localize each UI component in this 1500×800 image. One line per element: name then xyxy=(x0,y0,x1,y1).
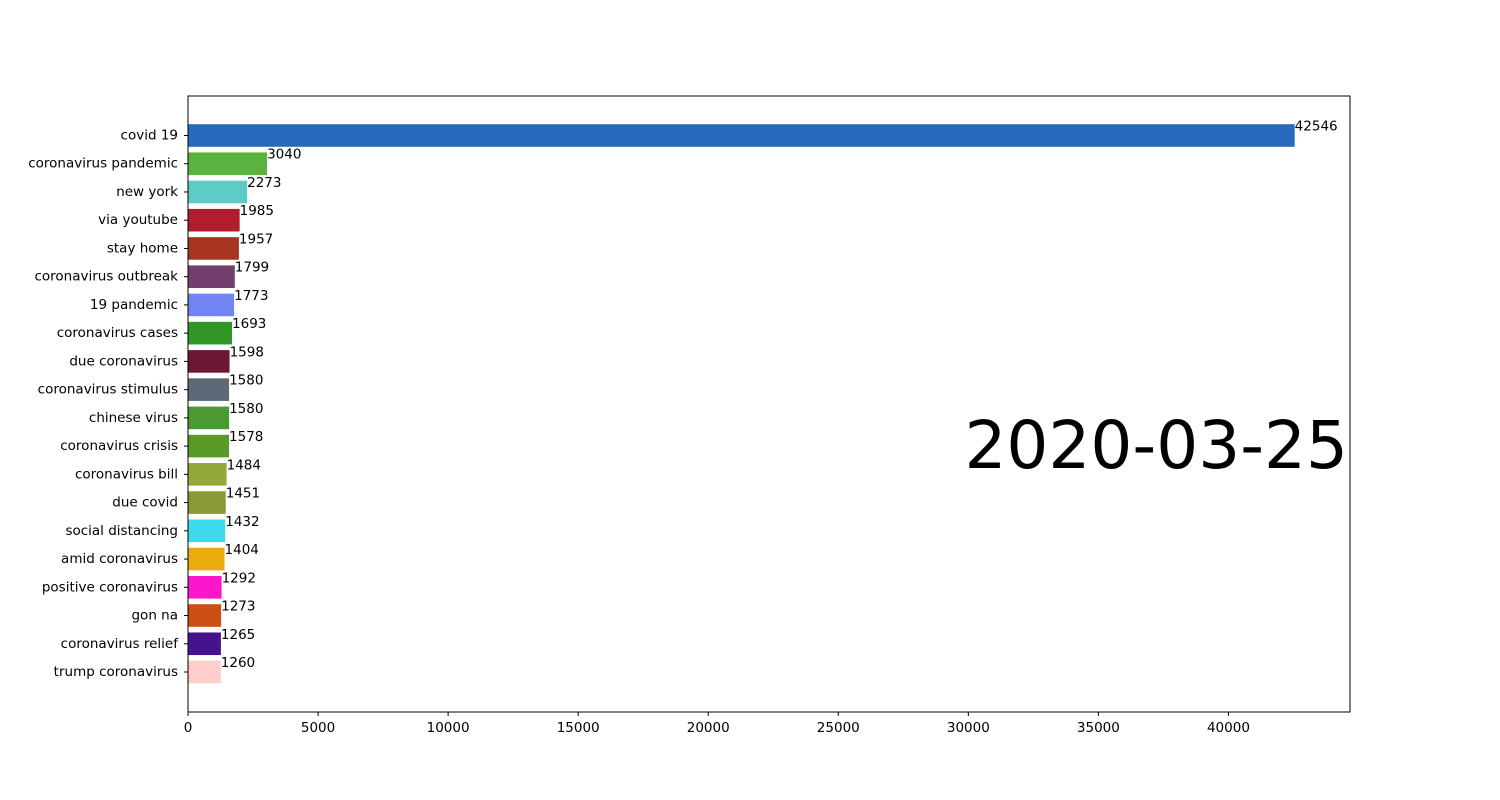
value-label: 42546 xyxy=(1295,119,1338,135)
bars-layer xyxy=(188,124,1295,684)
value-label: 1985 xyxy=(240,203,274,219)
bar xyxy=(188,406,230,430)
value-label: 1292 xyxy=(222,570,256,586)
bar xyxy=(188,208,240,232)
bar xyxy=(188,124,1295,147)
value-label: 1451 xyxy=(226,486,260,502)
value-label: 1265 xyxy=(221,627,255,643)
value-label: 3040 xyxy=(267,147,301,163)
value-label: 1484 xyxy=(227,457,261,473)
bar xyxy=(188,519,226,543)
bar xyxy=(188,237,239,260)
bar xyxy=(188,180,248,204)
bar xyxy=(188,265,235,288)
bar xyxy=(188,660,221,684)
category-label: coronavirus pandemic xyxy=(28,156,178,172)
value-label: 1404 xyxy=(225,542,259,558)
x-tick-label: 0 xyxy=(184,720,193,736)
category-label: 19 pandemic xyxy=(90,297,178,313)
category-labels: covid 19 coronavirus pandemic new york via … xyxy=(28,128,188,680)
x-tick-label: 30000 xyxy=(947,720,990,736)
bar xyxy=(188,293,235,317)
category-label: chinese virus xyxy=(89,410,178,426)
category-label: stay home xyxy=(107,240,178,256)
x-tick-label: 35000 xyxy=(1077,720,1120,736)
category-label: social distancing xyxy=(65,523,178,539)
category-label: via youtube xyxy=(98,212,178,228)
value-label: 1799 xyxy=(235,260,269,276)
bar xyxy=(188,152,268,176)
bar xyxy=(188,378,230,401)
value-label: 1273 xyxy=(221,599,255,615)
bar xyxy=(188,434,230,458)
category-label: trump coronavirus xyxy=(54,664,178,680)
bar xyxy=(188,575,222,599)
category-label: coronavirus relief xyxy=(61,636,180,652)
x-tick-label: 20000 xyxy=(687,720,730,736)
bar xyxy=(188,321,233,345)
bar xyxy=(188,463,227,486)
category-label: gon na xyxy=(131,608,178,624)
value-label: 1578 xyxy=(229,429,263,445)
x-tick-label: 10000 xyxy=(427,720,470,736)
category-label: coronavirus bill xyxy=(75,466,178,482)
value-label: 1580 xyxy=(229,373,263,389)
bar xyxy=(188,632,221,656)
category-label: new york xyxy=(116,184,178,200)
x-axis: 0 5000 10000 15000 20000 25000 30000 35000 40000 xyxy=(184,712,1250,736)
category-label: positive coronavirus xyxy=(42,579,178,595)
value-label: 1773 xyxy=(234,288,268,304)
category-label: coronavirus stimulus xyxy=(38,382,178,398)
category-label: due covid xyxy=(112,495,178,511)
bar xyxy=(188,491,226,514)
category-label: amid coronavirus xyxy=(61,551,178,567)
x-tick-label: 40000 xyxy=(1207,720,1250,736)
value-label: 1260 xyxy=(221,655,255,671)
value-label: 1693 xyxy=(232,316,266,332)
category-label: covid 19 xyxy=(121,128,178,144)
category-label: coronavirus cases xyxy=(57,325,178,341)
category-label: coronavirus outbreak xyxy=(34,269,178,285)
value-label: 1598 xyxy=(230,344,264,360)
category-label: due coronavirus xyxy=(69,353,178,369)
bar xyxy=(188,350,230,373)
category-label: coronavirus crisis xyxy=(60,438,178,454)
value-labels: 42546 3040 2273 1985 1957 1799 1773 1693 1598 158… xyxy=(221,119,1338,672)
bar xyxy=(188,547,225,571)
bar xyxy=(188,604,222,627)
x-tick-label: 25000 xyxy=(817,720,860,736)
date-annotation: 2020-03-25 xyxy=(964,407,1348,484)
x-tick-label: 5000 xyxy=(301,720,335,736)
value-label: 1432 xyxy=(225,514,259,530)
value-label: 2273 xyxy=(247,175,281,191)
plot-frame xyxy=(187,95,1351,713)
value-label: 1957 xyxy=(239,231,273,247)
x-tick-label: 15000 xyxy=(557,720,600,736)
value-label: 1580 xyxy=(229,401,263,417)
